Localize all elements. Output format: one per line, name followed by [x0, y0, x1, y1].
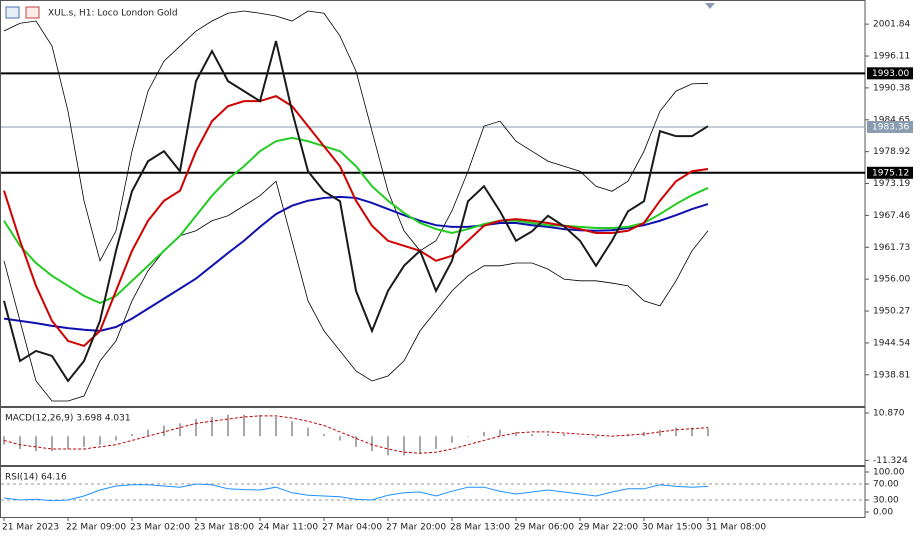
icon[interactable]	[25, 6, 40, 19]
histogram-bar	[83, 436, 85, 447]
y-tick-label: 0.00	[873, 508, 893, 518]
histogram-bar	[131, 434, 133, 437]
series-line	[3, 180, 709, 402]
y-tick-label: 1967.46	[873, 211, 910, 221]
level-label-box	[867, 120, 913, 133]
histogram-bar	[147, 429, 149, 437]
x-tick-label: 27 Mar 20:00	[386, 523, 446, 533]
x-tick-label: 22 Mar 09:00	[66, 523, 126, 533]
histogram-bar	[691, 427, 693, 437]
y-tick-label: 100.00	[873, 468, 905, 478]
histogram-bar	[595, 436, 597, 439]
level-label: 1975.12	[872, 168, 909, 178]
histogram-bar	[323, 434, 325, 437]
level-label: 1983.36	[872, 122, 909, 132]
x-tick-label: 23 Mar 02:00	[130, 523, 190, 533]
chart-title: XUL.s, H1: Loco London Gold	[48, 9, 178, 19]
level-label: 1993.00	[872, 69, 909, 79]
y-tick-label: 1961.73	[873, 243, 910, 253]
histogram-bar	[195, 419, 197, 437]
macd-panel	[0, 407, 866, 466]
y-tick-label: 1950.27	[873, 307, 910, 317]
level-label-box	[867, 166, 913, 179]
histogram-bar	[387, 436, 389, 456]
histogram-bar	[403, 436, 405, 456]
histogram-bar	[467, 436, 469, 437]
x-tick-label: 29 Mar 06:00	[514, 523, 574, 533]
histogram-bar	[515, 431, 517, 437]
histogram-bar	[19, 436, 21, 449]
histogram-bar	[483, 431, 485, 437]
histogram-bar	[67, 436, 69, 449]
histogram-bar	[275, 416, 277, 437]
histogram-bar	[675, 427, 677, 437]
histogram-bar	[211, 416, 213, 437]
histogram-bar	[307, 427, 309, 437]
x-tick-label: 30 Mar 15:00	[642, 523, 702, 533]
x-tick-label: 24 Mar 11:00	[258, 523, 318, 533]
x-tick-label: 31 Mar 08:00	[706, 523, 766, 533]
y-tick-label: 1978.92	[873, 147, 910, 157]
histogram-bar	[35, 436, 37, 452]
y-tick-label: 1984.65	[873, 115, 910, 125]
series-line	[3, 10, 709, 262]
series-line	[3, 40, 709, 383]
x-tick-label: 21 Mar 2023	[2, 523, 59, 533]
histogram-bar	[179, 423, 181, 437]
series-line	[3, 195, 709, 332]
rsi-panel	[0, 466, 866, 518]
y-tick-label: 30.00	[873, 496, 899, 506]
histogram-bar	[435, 436, 437, 449]
toolbar-icons	[5, 6, 40, 19]
histogram-bar	[659, 429, 661, 437]
x-tick-label: 28 Mar 13:00	[450, 523, 510, 533]
histogram-bar	[451, 436, 453, 443]
x-tick-label: 29 Mar 22:00	[578, 523, 638, 533]
histogram-bar	[499, 429, 501, 437]
histogram-bar	[291, 421, 293, 437]
histogram-bar	[355, 436, 357, 447]
histogram-bar	[259, 414, 261, 437]
shift-marker	[705, 3, 715, 9]
series-line	[3, 483, 709, 502]
y-tick-label: 1938.81	[873, 370, 910, 380]
y-tick-label: 1996.11	[873, 52, 910, 62]
y-tick-label: 2001.84	[873, 20, 910, 30]
x-tick-label: 23 Mar 18:00	[194, 523, 254, 533]
histogram-bar	[243, 414, 245, 437]
series-line	[3, 136, 709, 305]
level-label-box	[867, 67, 913, 80]
y-tick-label: 10.870	[873, 408, 905, 418]
y-tick-label: -11.324	[873, 456, 908, 466]
histogram-bar	[531, 434, 533, 437]
main-panel	[0, 0, 866, 407]
histogram-bar	[115, 436, 117, 441]
histogram-bar	[371, 436, 373, 452]
y-tick-label: 1956.00	[873, 275, 910, 285]
histogram-bar	[339, 436, 341, 441]
y-tick-label: 1944.54	[873, 338, 910, 348]
series-line	[3, 95, 709, 348]
histogram-bar	[163, 425, 165, 437]
y-tick-label: 1973.19	[873, 179, 910, 189]
histogram-bar	[547, 434, 549, 437]
macd-title: MACD(12,26,9) 3.698 4.031	[5, 414, 131, 424]
histogram-bar	[579, 436, 581, 437]
histogram-bar	[419, 436, 421, 454]
y-tick-label: 1990.38	[873, 83, 910, 93]
histogram-bar	[51, 436, 53, 452]
y-tick-label: 70.00	[873, 480, 899, 490]
histogram-bar	[563, 434, 565, 437]
histogram-bar	[227, 414, 229, 437]
rsi-title: RSI(14) 64.16	[5, 473, 67, 483]
icon[interactable]	[5, 6, 20, 19]
x-tick-label: 27 Mar 04:00	[322, 523, 382, 533]
histogram-bar	[707, 428, 709, 437]
histogram-bar	[99, 436, 101, 445]
